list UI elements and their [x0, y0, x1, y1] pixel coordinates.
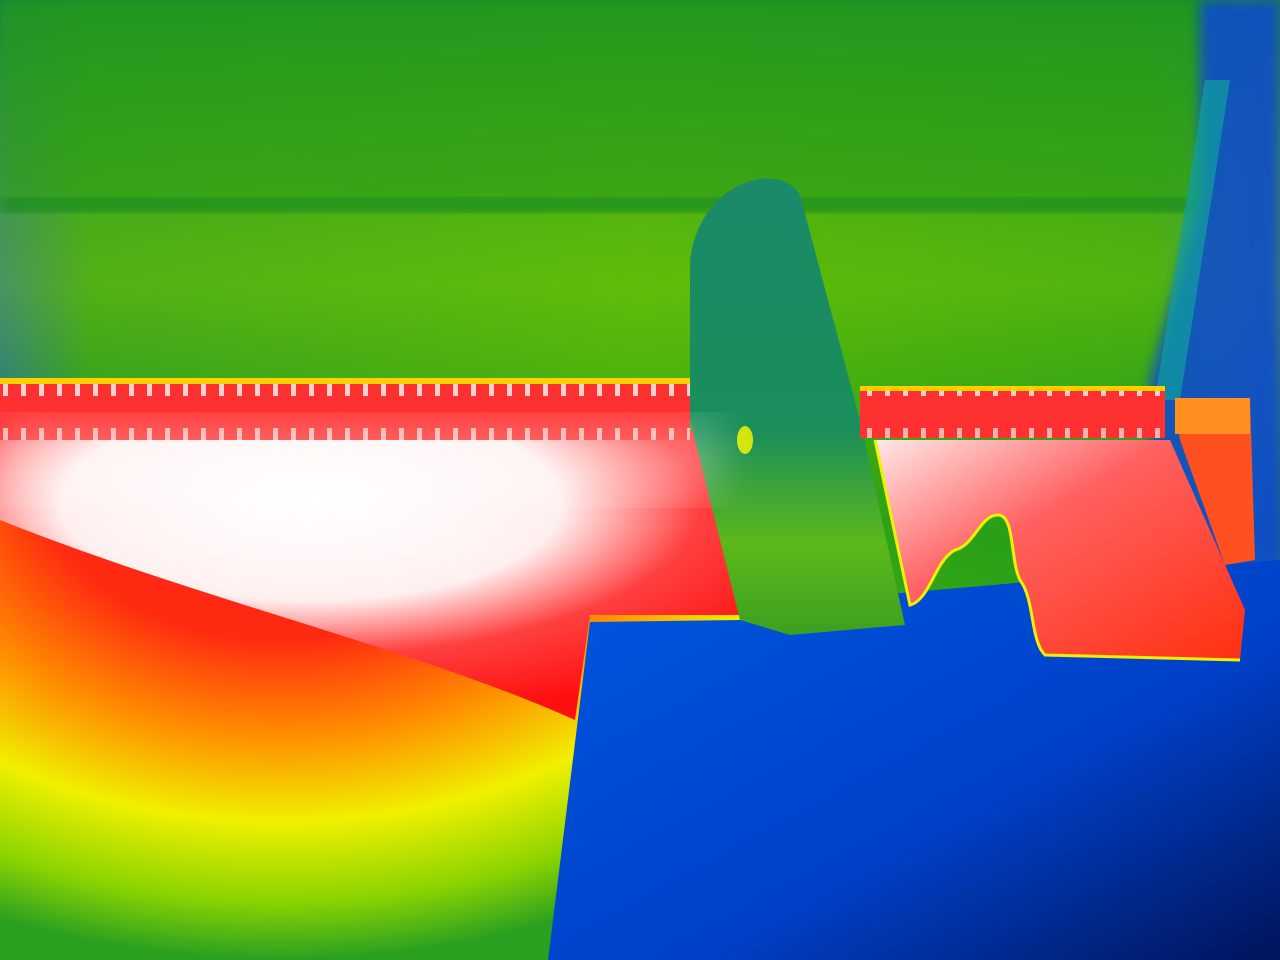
- radiator-left-edge: [0, 378, 690, 384]
- radiator-right-fins: [860, 390, 1165, 438]
- occluding-object: [690, 178, 905, 635]
- hot-spot-small: [737, 426, 753, 454]
- radiator-far-right: [1175, 398, 1255, 565]
- radiator-far-right-top: [1175, 398, 1250, 434]
- heat-glow: [0, 420, 720, 500]
- upper-wall-band: [0, 0, 1200, 205]
- radiator-right-outline: [873, 439, 1241, 662]
- radiator-right-body: [875, 440, 1245, 660]
- radiator-left-body: [0, 430, 740, 720]
- cold-floor: [545, 560, 1280, 960]
- radiator-right-edge: [860, 386, 1165, 391]
- right-pipe: [1155, 80, 1230, 400]
- sill-line: [0, 198, 1200, 212]
